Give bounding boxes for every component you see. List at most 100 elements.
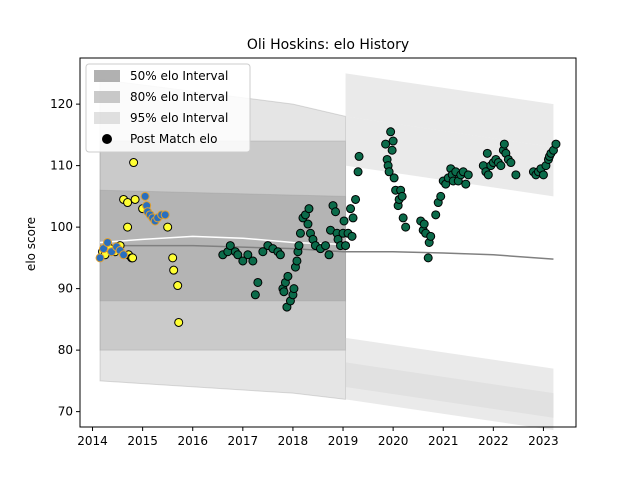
chart-title: Oli Hoskins: elo History <box>247 37 409 53</box>
post-match-point <box>119 250 129 260</box>
post-match-point <box>419 219 429 229</box>
post-match-point <box>461 179 471 189</box>
y-tick-label: 70 <box>58 405 73 419</box>
post-match-point <box>398 213 408 223</box>
post-match-point <box>331 207 341 217</box>
y-tick-label: 120 <box>50 97 73 111</box>
post-match-point <box>99 244 109 254</box>
post-match-point <box>95 253 105 263</box>
post-match-point <box>123 198 133 208</box>
post-match-point <box>250 290 260 300</box>
post-match-point <box>243 250 253 260</box>
legend-swatch <box>94 91 120 103</box>
post-match-point <box>384 167 394 177</box>
y-axis-label: elo score <box>24 217 38 271</box>
post-match-point <box>324 250 334 260</box>
y-axis-ticks: 70 80 90 100 110 120 <box>50 97 80 419</box>
post-match-point <box>346 204 356 214</box>
post-match-point <box>482 148 492 158</box>
post-match-point <box>386 127 396 137</box>
post-match-point <box>304 204 314 214</box>
interval-bands <box>99 73 554 431</box>
legend-swatch <box>94 70 120 82</box>
band-late-1 <box>345 116 554 197</box>
post-match-point <box>387 145 397 155</box>
post-match-point <box>551 139 561 149</box>
post-match-point <box>292 256 302 266</box>
post-match-point <box>248 256 258 266</box>
post-match-point <box>238 256 248 266</box>
post-match-point <box>339 216 349 226</box>
post-match-point <box>275 250 285 260</box>
post-match-point <box>431 210 441 220</box>
post-match-point <box>388 136 398 146</box>
post-match-point <box>351 194 361 204</box>
post-match-point <box>294 241 304 251</box>
post-match-point <box>233 250 243 260</box>
post-match-point <box>353 167 363 177</box>
y-tick-label: 100 <box>50 220 73 234</box>
legend-frame <box>85 63 251 153</box>
legend-label: 95% elo Interval <box>130 111 228 125</box>
x-tick-label: 2020 <box>378 434 409 448</box>
x-axis-ticks: 2014 2015 2016 2017 2018 2019 2020 2021 2022 2023 <box>77 427 559 448</box>
post-match-point <box>173 281 183 291</box>
y-tick-label: 110 <box>50 159 73 173</box>
post-match-point <box>253 277 263 287</box>
post-match-point <box>168 253 178 263</box>
post-match-point <box>283 271 293 281</box>
post-match-point <box>225 241 235 251</box>
x-tick-label: 2017 <box>228 434 259 448</box>
post-match-point <box>538 170 548 180</box>
legend-marker <box>102 134 112 144</box>
legend-label: 50% elo Interval <box>130 69 228 83</box>
plot-frame <box>79 57 577 428</box>
post-match-point <box>483 170 493 180</box>
post-match-point <box>174 317 184 327</box>
post-match-point <box>401 222 411 232</box>
post-match-point <box>258 247 268 257</box>
post-match-point <box>130 194 140 204</box>
post-match-point <box>348 213 358 223</box>
x-tick-label: 2016 <box>177 434 208 448</box>
x-tick-label: 2014 <box>77 434 108 448</box>
post-match-point <box>423 253 433 263</box>
post-match-point <box>341 241 351 251</box>
post-match-point <box>436 191 446 201</box>
post-match-point <box>289 284 299 294</box>
post-match-point <box>160 210 170 220</box>
post-match-point <box>389 173 399 183</box>
post-match-point <box>320 241 330 251</box>
x-tick-label: 2018 <box>278 434 309 448</box>
y-tick-label: 90 <box>58 282 73 296</box>
y-tick-label: 80 <box>58 343 73 357</box>
post-match-point <box>279 287 289 297</box>
trend-line-1 <box>100 244 554 260</box>
post-match-point <box>129 158 139 168</box>
x-tick-label: 2023 <box>528 434 559 448</box>
post-match-point <box>506 158 516 168</box>
legend-label: Post Match elo <box>130 132 217 146</box>
post-match-point <box>163 222 173 232</box>
post-match-point <box>463 170 473 180</box>
x-tick-label: 2021 <box>428 434 459 448</box>
post-match-point <box>499 139 509 149</box>
post-match-point <box>103 238 113 247</box>
post-match-point <box>303 219 313 229</box>
post-match-point <box>128 253 138 263</box>
post-match-point <box>381 139 391 149</box>
band-late-0 <box>345 73 554 148</box>
post-match-point <box>354 151 364 161</box>
x-tick-label: 2022 <box>478 434 509 448</box>
legend: 50% elo Interval 80% elo Interval 95% elo … <box>85 63 251 153</box>
x-tick-label: 2015 <box>127 434 158 448</box>
x-tick-label: 2019 <box>328 434 359 448</box>
post-match-point <box>295 228 305 238</box>
post-match-point <box>347 231 357 241</box>
post-match-point <box>169 265 179 275</box>
legend-swatch <box>94 112 120 124</box>
post-match-point <box>140 191 150 201</box>
band-late-3 <box>345 362 554 431</box>
